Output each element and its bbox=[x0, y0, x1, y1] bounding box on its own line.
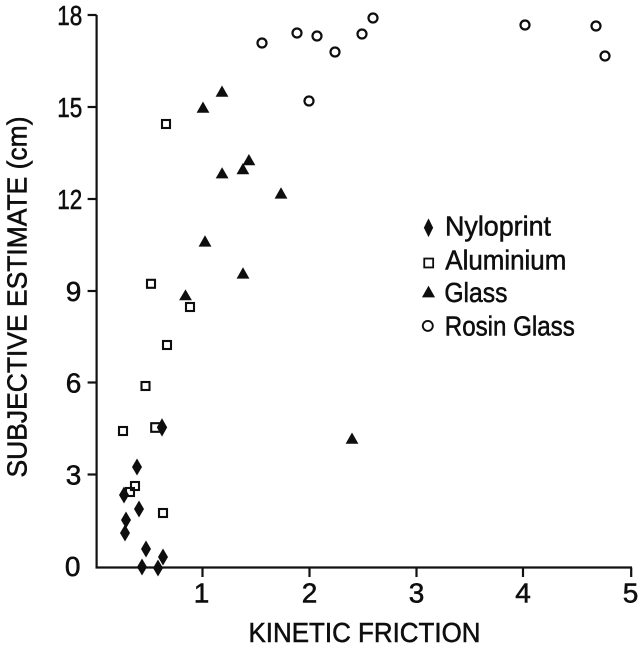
svg-text:0: 0 bbox=[65, 551, 81, 582]
svg-text:4: 4 bbox=[515, 578, 531, 609]
svg-text:3: 3 bbox=[66, 460, 82, 491]
svg-text:1: 1 bbox=[194, 578, 210, 609]
svg-text:Glass: Glass bbox=[444, 277, 507, 308]
svg-text:SUBJECTIVE ESTIMATE (cm): SUBJECTIVE ESTIMATE (cm) bbox=[2, 117, 33, 478]
svg-text:18: 18 bbox=[57, 0, 82, 31]
svg-text:Aluminium: Aluminium bbox=[445, 245, 566, 276]
svg-text:9: 9 bbox=[66, 276, 82, 307]
svg-text:KINETIC FRICTION: KINETIC FRICTION bbox=[249, 617, 481, 648]
svg-text:2: 2 bbox=[302, 578, 318, 609]
svg-text:5: 5 bbox=[623, 578, 639, 609]
svg-text:12: 12 bbox=[57, 184, 82, 215]
svg-text:Nyloprint: Nyloprint bbox=[445, 211, 551, 242]
svg-text:6: 6 bbox=[66, 367, 82, 398]
svg-text:Rosin Glass: Rosin Glass bbox=[445, 311, 575, 342]
svg-text:15: 15 bbox=[57, 92, 82, 123]
svg-text:3: 3 bbox=[409, 578, 425, 609]
